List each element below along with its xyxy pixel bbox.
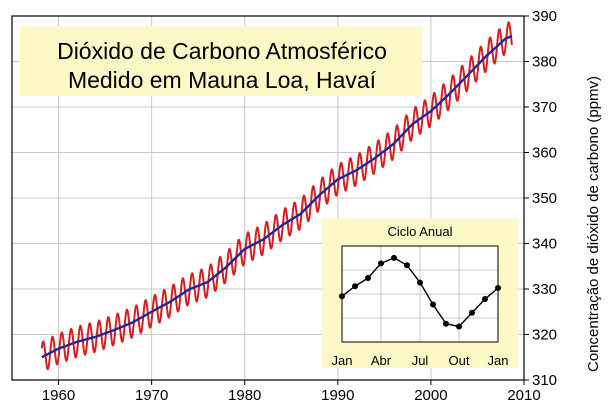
y-tick-label: 310 bbox=[532, 372, 557, 389]
chart-title-line1: Dióxido de Carbono Atmosférico bbox=[57, 38, 387, 64]
x-tick-label: 1960 bbox=[42, 387, 75, 404]
y-tick-label: 330 bbox=[532, 281, 557, 298]
title-background bbox=[20, 26, 422, 96]
inset-point bbox=[443, 320, 449, 327]
inset-title: Ciclo Anual bbox=[387, 224, 452, 239]
y-tick-label: 320 bbox=[532, 327, 557, 344]
inset-point bbox=[482, 296, 488, 303]
y-tick-label: 370 bbox=[532, 99, 557, 116]
inset-point bbox=[430, 301, 436, 308]
inset-x-tick-label: Jan bbox=[488, 353, 509, 368]
y-tick-label: 340 bbox=[532, 236, 557, 253]
inset-x-tick-label: Jul bbox=[412, 353, 429, 368]
y-tick-label: 350 bbox=[532, 190, 557, 207]
x-tick-label: 1970 bbox=[135, 387, 168, 404]
inset-point bbox=[391, 254, 397, 261]
inset-point bbox=[456, 323, 462, 330]
y-axis-label: Concentração de dióxido de carbono (ppmv… bbox=[585, 76, 602, 372]
y-tick-label: 380 bbox=[532, 54, 557, 71]
title-box: Dióxido de Carbono Atmosférico Medido em… bbox=[20, 26, 422, 96]
inset-frame bbox=[341, 245, 499, 343]
series bbox=[40, 21, 513, 371]
inset-point bbox=[469, 309, 475, 316]
inset-x-tick-label: Abr bbox=[371, 353, 392, 368]
inset-x-tick-label: Jan bbox=[332, 353, 353, 368]
series-annual bbox=[41, 34, 513, 359]
chart-title-line2: Medido em Mauna Loa, Havaí bbox=[68, 67, 377, 93]
y-tick-label: 360 bbox=[532, 145, 557, 162]
x-tick-label: 2010 bbox=[507, 387, 540, 404]
inset-point bbox=[352, 283, 358, 290]
inset-point bbox=[404, 262, 410, 269]
inset-x-tick-label: Out bbox=[449, 353, 470, 368]
inset-point bbox=[417, 279, 423, 286]
x-tick-label: 1980 bbox=[228, 387, 261, 404]
annual-cycle-inset: Ciclo Anual Jan Abr Jul Out Jan bbox=[322, 218, 518, 368]
y-tick-label: 390 bbox=[532, 8, 557, 25]
x-tick-label: 1990 bbox=[321, 387, 354, 404]
x-tick-label: 2000 bbox=[414, 387, 447, 404]
inset-point bbox=[365, 275, 371, 281]
series-monthly bbox=[40, 21, 513, 371]
inset-point bbox=[378, 260, 384, 267]
